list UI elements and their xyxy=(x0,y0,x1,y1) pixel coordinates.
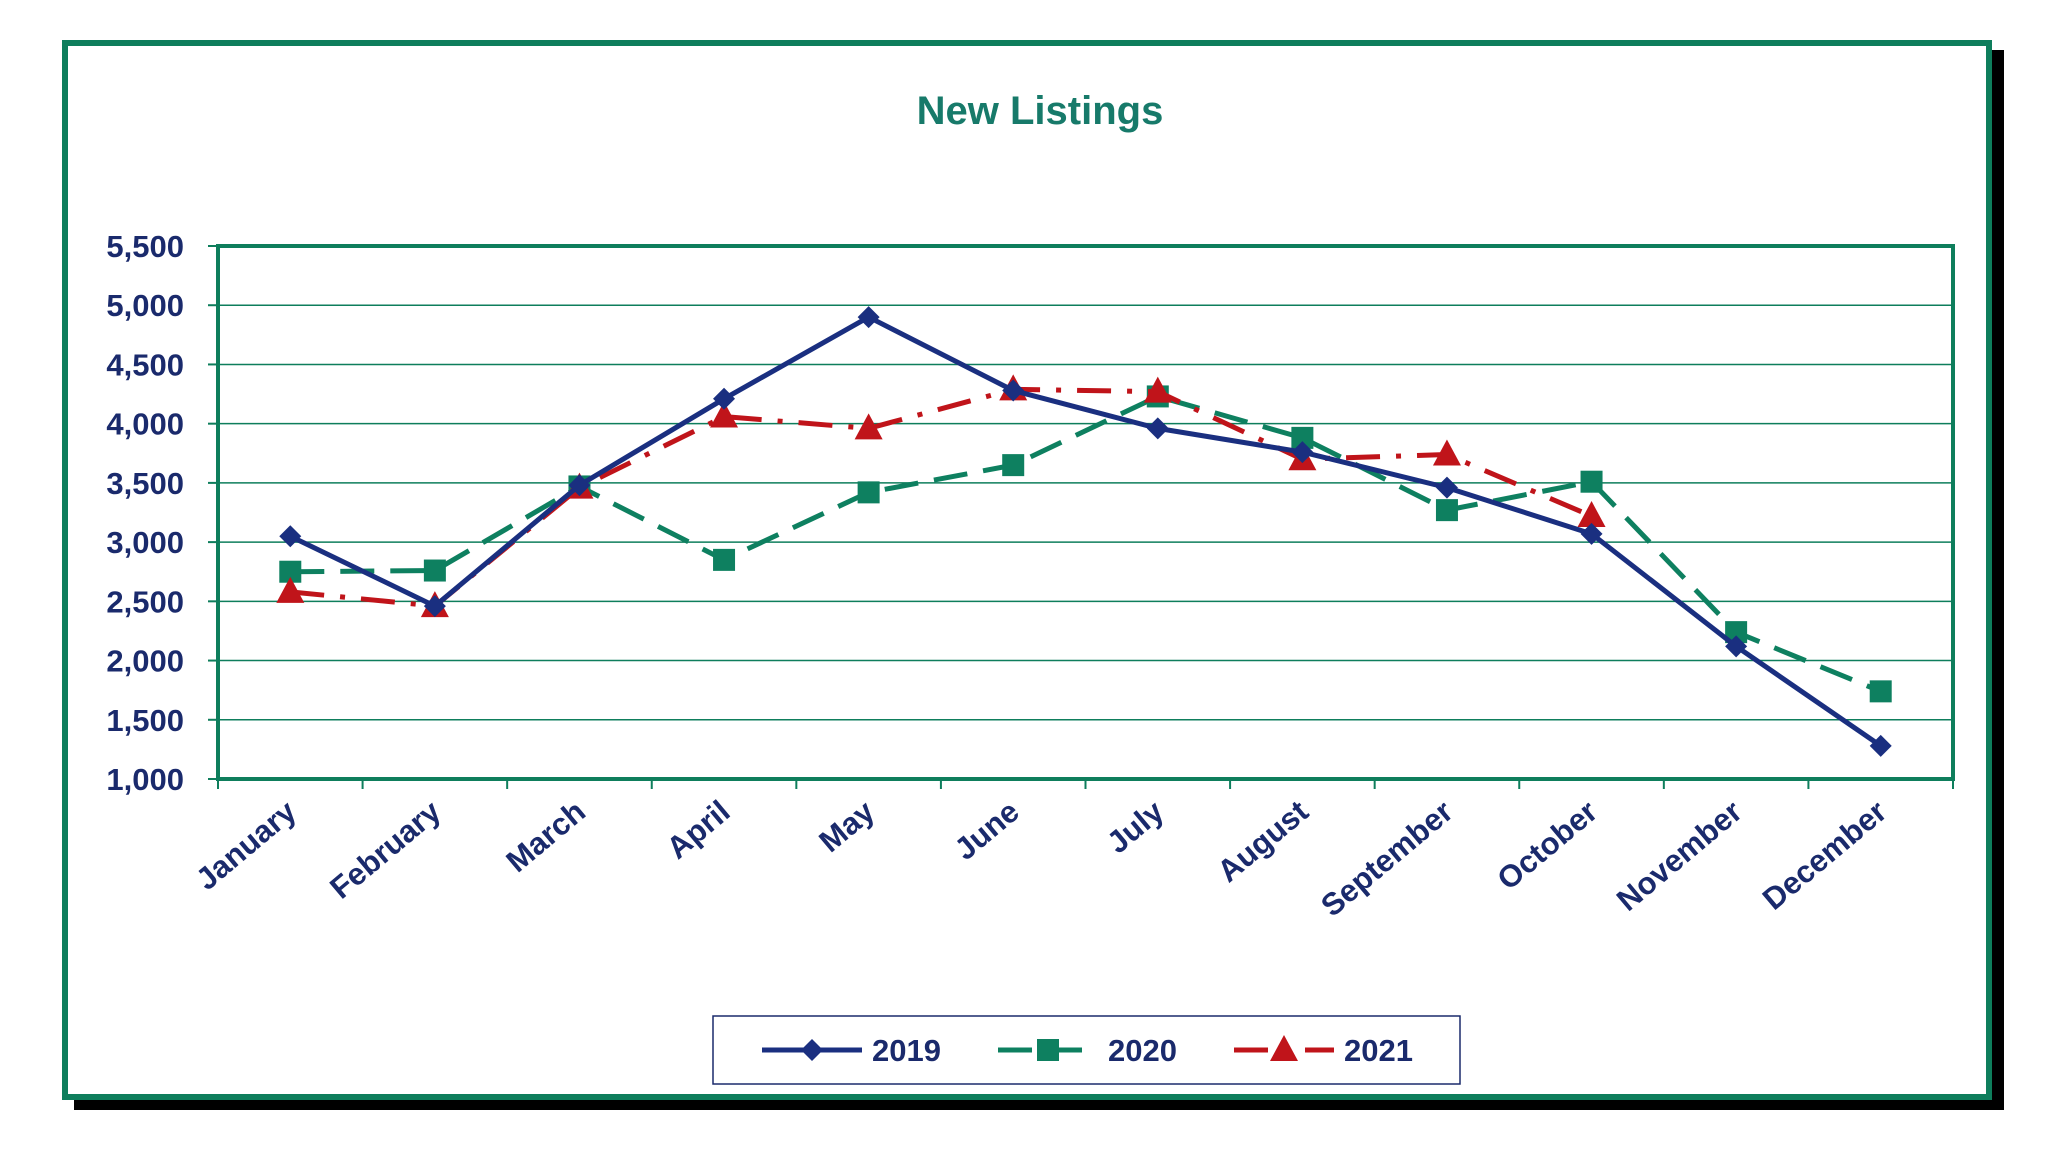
grid xyxy=(218,304,1953,721)
y-tick-label: 3,000 xyxy=(106,525,184,560)
data-point-2019 xyxy=(857,306,880,329)
y-tick-label: 4,500 xyxy=(106,347,184,382)
data-point-2021 xyxy=(854,413,883,440)
data-point-2019 xyxy=(1435,476,1458,499)
data-point-2020 xyxy=(1291,426,1314,449)
x-tick-label: July xyxy=(1100,793,1171,860)
data-point-2020 xyxy=(423,559,446,582)
legend-marker-2019 xyxy=(801,1039,823,1061)
data-point-2020 xyxy=(857,481,880,504)
x-axis: January February March April May June July Augu… xyxy=(189,779,1954,924)
data-point-2020 xyxy=(279,560,302,583)
data-point-2019 xyxy=(1725,635,1748,658)
y-tick-label: 3,500 xyxy=(106,466,184,501)
series-line-2020 xyxy=(290,393,1882,694)
data-point-2019 xyxy=(568,474,591,497)
legend-label-2019: 2019 xyxy=(872,1033,941,1068)
x-tick-label: August xyxy=(1211,794,1315,889)
y-tick-label: 1,000 xyxy=(106,762,184,797)
data-point-2021 xyxy=(276,576,305,603)
data-point-2021 xyxy=(1143,376,1172,403)
legend-marker-2020 xyxy=(1037,1039,1059,1061)
legend-label-2021: 2021 xyxy=(1344,1033,1413,1068)
data-point-2020 xyxy=(1869,680,1892,703)
series-layer xyxy=(276,306,1892,757)
data-point-2020 xyxy=(1435,499,1458,522)
x-tick-label: September xyxy=(1314,794,1459,924)
data-point-2020 xyxy=(1002,454,1025,477)
data-point-2019 xyxy=(1002,379,1025,402)
x-tick-label: January xyxy=(189,793,303,897)
series-line-2021 xyxy=(290,386,1593,609)
y-tick-label: 4,000 xyxy=(106,407,184,442)
chart-frame xyxy=(62,40,1992,1100)
y-tick-label: 2,000 xyxy=(106,644,184,679)
x-tick-label: April xyxy=(660,794,737,866)
x-tick-label: October xyxy=(1490,794,1604,897)
x-tick-label: November xyxy=(1610,794,1749,918)
data-point-2021 xyxy=(1432,439,1461,466)
chart-title: New Listings xyxy=(917,89,1164,133)
y-tick-label: 2,500 xyxy=(106,584,184,619)
series-line-2019 xyxy=(289,314,1883,748)
data-point-2019 xyxy=(423,595,446,618)
x-tick-label: May xyxy=(812,793,881,859)
data-point-2019 xyxy=(279,525,302,548)
y-axis: 5,500 5,000 4,500 4,000 3,500 3,000 2,500 2,000… xyxy=(106,229,218,797)
y-tick-label: 1,500 xyxy=(106,703,184,738)
data-point-2019 xyxy=(713,387,736,410)
plot-area xyxy=(216,244,1955,781)
legend: 2019 2020 2021 xyxy=(712,1015,1461,1085)
data-point-2019 xyxy=(1146,417,1169,440)
legend-label-2020: 2020 xyxy=(1108,1033,1177,1068)
data-point-2020 xyxy=(1725,621,1748,644)
data-point-2020 xyxy=(713,548,736,571)
data-point-2019 xyxy=(1580,522,1603,545)
data-point-2021 xyxy=(710,401,739,428)
y-tick-label: 5,000 xyxy=(106,288,184,323)
x-tick-label: December xyxy=(1756,794,1893,917)
legend-marker-2021 xyxy=(1270,1035,1298,1061)
data-point-2021 xyxy=(1577,501,1606,528)
x-tick-label: February xyxy=(323,793,448,906)
data-point-2020 xyxy=(1580,470,1603,493)
x-tick-label: June xyxy=(948,794,1026,867)
data-point-2019 xyxy=(1869,734,1892,757)
data-point-2019 xyxy=(1291,441,1314,464)
x-tick-label: March xyxy=(500,794,592,880)
y-tick-label: 5,500 xyxy=(106,229,184,264)
